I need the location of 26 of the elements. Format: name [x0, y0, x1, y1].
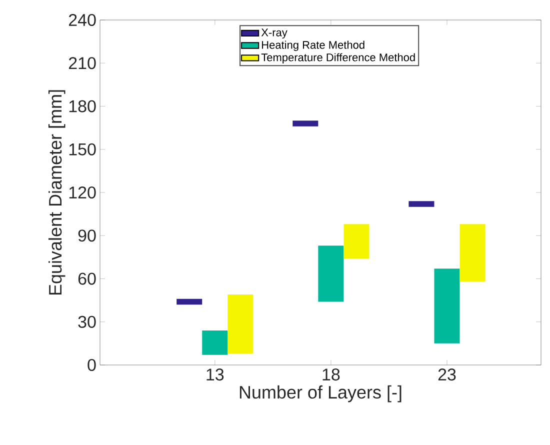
bar — [176, 298, 202, 305]
bar — [228, 294, 254, 354]
y-tick-label: 120 — [69, 186, 96, 199]
bar — [202, 330, 228, 355]
y-tick-label: 30 — [78, 316, 96, 328]
y-tick-label: 240 — [68, 14, 96, 26]
y-tick-label: 210 — [68, 57, 96, 70]
y-tick-label: 60 — [78, 272, 96, 285]
y-tick-label: 150 — [69, 143, 96, 156]
bar — [292, 120, 318, 126]
legend-label: X-ray — [261, 28, 288, 39]
x-axis-title: Number of Layers [-] — [240, 385, 402, 402]
y-tick-label: 180 — [69, 100, 96, 112]
bar — [460, 224, 486, 282]
bar — [318, 246, 344, 302]
x-tick-label: 18 — [322, 368, 340, 381]
legend-label: Temperature Difference Method — [261, 53, 415, 64]
y-tick-label: 90 — [78, 230, 96, 242]
bar — [434, 268, 460, 344]
y-axis-title: Equivalent Diameter [mm] — [48, 90, 66, 295]
y-tick-label: 0 — [88, 358, 96, 372]
bar — [408, 201, 434, 207]
bar — [344, 224, 370, 259]
x-tick-label: 23 — [438, 368, 456, 381]
legend-label: Heating Rate Method — [262, 40, 364, 51]
x-tick-label: 13 — [206, 368, 224, 381]
